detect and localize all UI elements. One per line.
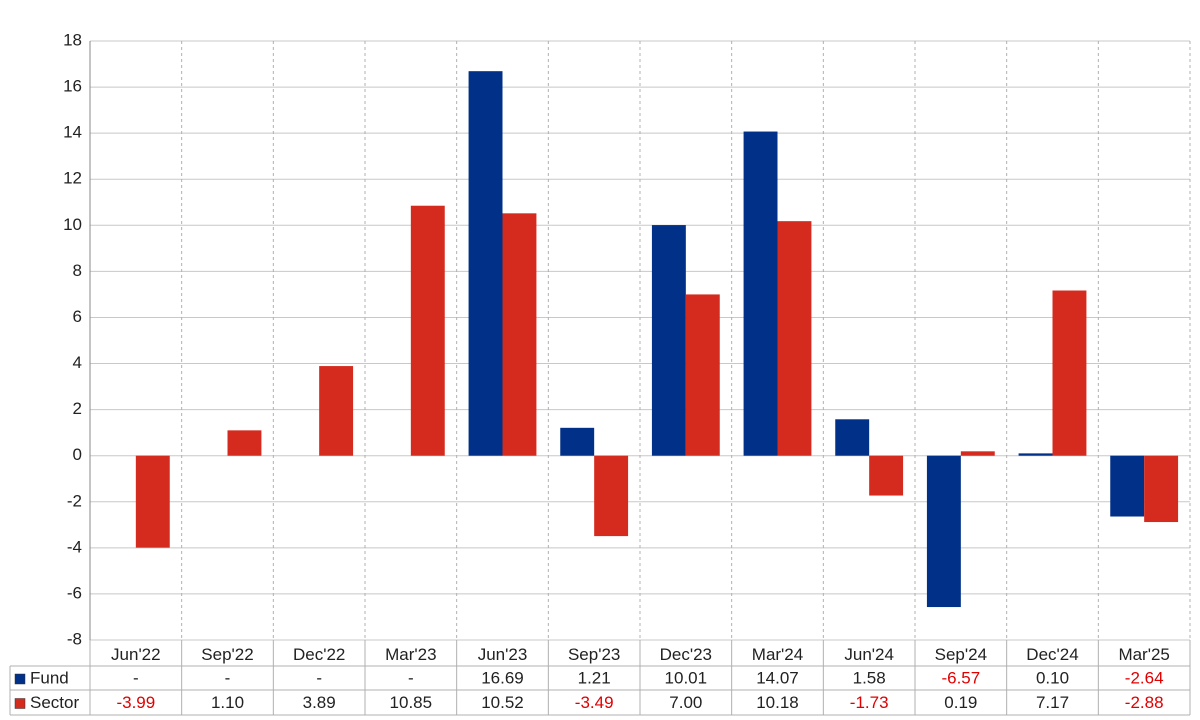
legend-swatch [14,673,26,685]
table-value: 7.17 [1036,693,1069,712]
table-value: -3.49 [575,693,614,712]
table-value: 0.19 [944,693,977,712]
x-tick-label: Dec'24 [1026,645,1078,664]
bar [468,71,503,456]
x-tick-label: Jun'24 [844,645,894,664]
bar [319,366,354,456]
table-value: -2.88 [1125,693,1164,712]
bar [743,131,778,456]
table-value: 10.85 [390,693,433,712]
bar [410,205,445,456]
bar [1052,290,1087,456]
table-value: -2.64 [1125,668,1164,687]
bar [777,221,812,456]
bar [926,455,961,608]
y-tick-label: -6 [67,583,82,602]
y-tick-label: -8 [67,629,82,648]
x-tick-label: Sep'23 [568,645,620,664]
x-tick-label: Sep'22 [201,645,253,664]
y-tick-label: -2 [67,491,82,510]
table-value: 7.00 [669,693,702,712]
bar [960,451,995,456]
y-tick-label: 16 [63,77,82,96]
bar [594,455,629,537]
x-tick-label: Mar'25 [1118,645,1169,664]
table-value: - [133,668,139,687]
y-tick-label: 8 [73,261,82,280]
x-tick-label: Jun'22 [111,645,161,664]
table-value: -3.99 [116,693,155,712]
y-tick-label: 6 [73,307,82,326]
x-tick-label: Mar'24 [752,645,803,664]
x-tick-label: Mar'23 [385,645,436,664]
legend-label: Fund [30,668,69,687]
y-tick-label: 14 [63,123,82,142]
legend-label: Sector [30,693,79,712]
table-value: -6.57 [941,668,980,687]
bar [560,427,595,456]
table-value: 14.07 [756,668,799,687]
bar [835,419,870,456]
x-tick-label: Jun'23 [478,645,528,664]
y-tick-label: 2 [73,399,82,418]
table-value: 1.58 [853,668,886,687]
legend-swatch [14,698,26,709]
table-value: 0.10 [1036,668,1069,687]
bar [1018,453,1053,456]
table-value: 1.10 [211,693,244,712]
table-value: 16.69 [481,668,524,687]
table-value: 10.18 [756,693,799,712]
bar [227,430,262,456]
table-value: - [408,668,414,687]
y-tick-label: 10 [63,215,82,234]
y-tick-label: 18 [63,30,82,49]
table-value: 3.89 [303,693,336,712]
bar [502,213,537,456]
table-value: 1.21 [578,668,611,687]
bar [685,294,720,456]
x-tick-label: Sep'24 [935,645,987,664]
y-tick-label: 0 [73,445,82,464]
table-value: -1.73 [850,693,889,712]
y-tick-label: 12 [63,169,82,188]
x-tick-label: Dec'23 [660,645,712,664]
table-value: - [225,668,231,687]
bar [135,455,170,548]
bar [1144,455,1179,523]
y-tick-label: -4 [67,537,82,556]
bar [869,455,904,496]
bar [1110,455,1145,517]
table-value: 10.52 [481,693,524,712]
table-value: - [316,668,322,687]
y-tick-label: 4 [73,353,82,372]
bar [651,225,686,456]
table-value: 10.01 [665,668,708,687]
x-tick-label: Dec'22 [293,645,345,664]
